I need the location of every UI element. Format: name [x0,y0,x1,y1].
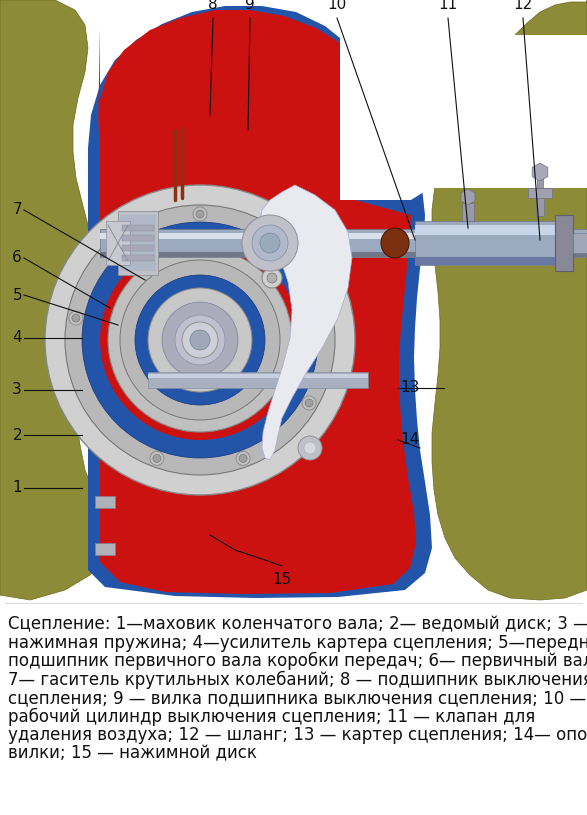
Circle shape [274,236,288,250]
Circle shape [69,311,83,325]
Bar [100,233,587,239]
Bar [95,496,115,508]
Circle shape [120,260,280,420]
Text: Сцепление: 1—маховик коленчатого вала; 2— ведомый диск; 3 —: Сцепление: 1—маховик коленчатого вала; 2… [8,615,587,633]
Text: 10: 10 [328,0,347,12]
Circle shape [302,396,316,410]
Text: 12: 12 [514,0,532,12]
Circle shape [150,452,164,465]
Bar [462,203,474,221]
Text: 5: 5 [12,288,22,302]
Text: 8: 8 [208,0,218,12]
Text: 2: 2 [12,428,22,443]
Circle shape [190,330,210,350]
Circle shape [65,205,335,475]
Polygon shape [432,0,587,600]
Text: 3: 3 [12,382,22,398]
Circle shape [82,222,318,458]
Text: 11: 11 [438,0,458,12]
Bar [106,221,130,265]
Circle shape [45,185,355,495]
Polygon shape [260,185,352,460]
Bar [95,543,115,555]
Bar [122,235,154,241]
Polygon shape [98,10,416,594]
Circle shape [135,275,265,405]
Text: 1: 1 [12,481,22,496]
Circle shape [320,314,328,322]
Ellipse shape [381,228,409,258]
Polygon shape [415,221,555,265]
Circle shape [175,315,225,365]
Circle shape [252,225,288,261]
Bar [148,372,368,388]
Circle shape [239,455,247,462]
Circle shape [236,452,250,465]
Text: 4: 4 [12,331,22,346]
Circle shape [260,233,280,253]
Circle shape [182,322,218,358]
Text: 9: 9 [245,0,255,12]
Text: вилки; 15 — нажимной диск: вилки; 15 — нажимной диск [8,744,257,763]
Circle shape [277,240,285,248]
Circle shape [242,215,298,271]
Bar [537,168,543,188]
Bar [122,245,154,251]
Text: 7: 7 [12,202,22,218]
Circle shape [100,240,300,440]
Circle shape [317,311,331,325]
Text: 15: 15 [272,572,292,587]
Text: 6: 6 [12,250,22,266]
Circle shape [262,268,282,288]
Bar [536,191,544,216]
Bar [465,193,471,203]
Circle shape [196,210,204,218]
Bar [122,255,154,261]
Circle shape [108,248,292,432]
Bar [100,252,587,257]
Text: удаления воздуха; 12 — шланг; 13 — картер сцепления; 14— опора: удаления воздуха; 12 — шланг; 13 — карте… [8,726,587,744]
Circle shape [267,273,277,283]
Bar [120,215,156,271]
Polygon shape [100,229,587,257]
Circle shape [305,399,313,407]
Bar [528,188,552,198]
Bar [122,225,154,231]
Circle shape [298,436,322,460]
Bar [573,233,587,253]
Circle shape [115,240,123,248]
Circle shape [72,314,80,322]
Bar [118,211,158,275]
Circle shape [148,288,252,392]
Text: 13: 13 [400,381,419,395]
Polygon shape [340,35,587,200]
Text: рабочий цилиндр выключения сцепления; 11 — клапан для: рабочий цилиндр выключения сцепления; 11… [8,707,535,725]
Polygon shape [88,6,432,598]
Circle shape [112,236,126,250]
Circle shape [304,442,316,454]
Text: 7— гаситель крутильных колебаний; 8 — подшипник выключения: 7— гаситель крутильных колебаний; 8 — по… [8,671,587,689]
Bar [415,257,555,265]
Bar [148,374,368,378]
Text: нажимная пружина; 4—усилитель картера сцепления; 5—передний: нажимная пружина; 4—усилитель картера сц… [8,633,587,651]
Circle shape [153,455,161,462]
Text: 14: 14 [400,433,419,447]
Polygon shape [0,0,110,600]
Circle shape [193,207,207,221]
Bar [415,225,555,235]
Bar [555,215,573,271]
Text: подшипник первичного вала коробки передач; 6— первичный вал;: подшипник первичного вала коробки переда… [8,652,587,670]
Circle shape [162,302,238,378]
Text: сцепления; 9 — вилка подшипника выключения сцепления; 10 —: сцепления; 9 — вилка подшипника выключен… [8,689,586,707]
